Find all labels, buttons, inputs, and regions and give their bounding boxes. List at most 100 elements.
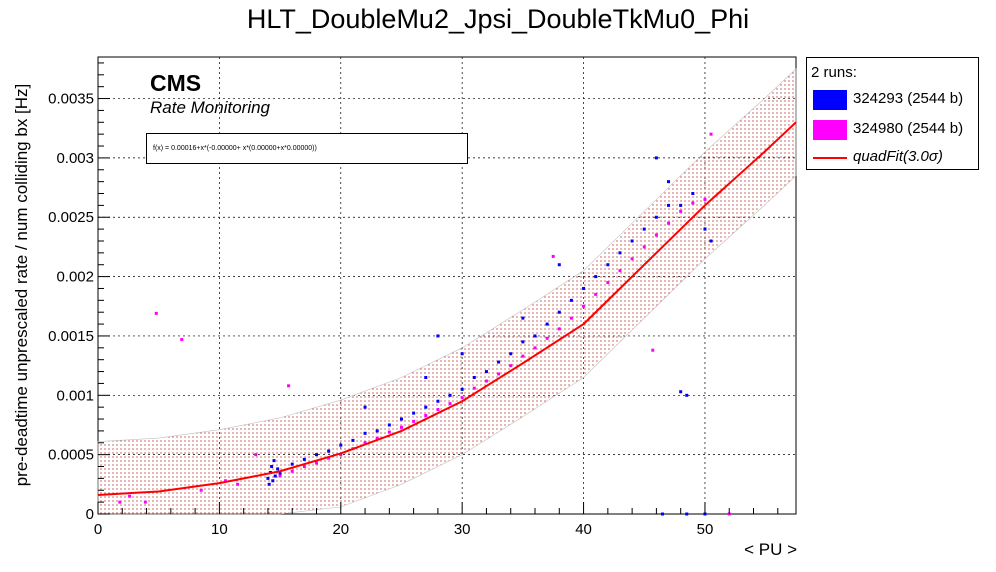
data-point-324980: [509, 364, 513, 368]
legend-label: quadFit(3.0σ): [853, 148, 943, 165]
data-point-324293: [594, 275, 598, 279]
data-point-324980: [557, 327, 561, 331]
data-point-324293: [533, 334, 537, 338]
data-point-324293: [351, 438, 355, 442]
data-point-324293: [545, 322, 549, 326]
data-point-324980: [154, 311, 158, 315]
data-point-324980: [290, 469, 294, 473]
y-axis-label: pre-deadtime unprescaled rate / num coll…: [12, 83, 31, 487]
data-point-324293: [276, 467, 280, 471]
data-point-324980: [642, 245, 646, 249]
data-point-324293: [412, 411, 416, 415]
data-point-324980: [533, 346, 537, 350]
data-point-324293: [375, 429, 379, 433]
data-point-324980: [594, 292, 598, 296]
data-point-324293: [472, 375, 476, 379]
data-point-324980: [618, 269, 622, 273]
data-point-324293: [436, 334, 440, 338]
data-point-324980: [143, 500, 147, 504]
legend-label: 324293 (2544 b): [853, 90, 964, 107]
chart-title: HLT_DoubleMu2_Jpsi_DoubleTkMu0_Phi: [246, 4, 750, 34]
data-point-324293: [654, 156, 658, 160]
data-point-324293: [266, 476, 270, 480]
fit-formula-box: f(x) = 0.00016+x*(-0.00000+ x*(0.00000+x…: [146, 133, 468, 164]
data-point-324980: [630, 257, 634, 261]
data-point-324293: [630, 239, 634, 243]
data-point-324980: [606, 281, 610, 285]
y-tick-label: 0: [86, 506, 94, 523]
data-point-324980: [497, 372, 501, 376]
data-point-324980: [315, 461, 319, 465]
data-point-324293: [484, 370, 488, 374]
data-point-324980: [339, 453, 343, 457]
subtitle-label: Rate Monitoring: [150, 98, 271, 117]
data-point-324293: [642, 227, 646, 231]
data-point-324293: [691, 192, 695, 196]
data-point-324293: [363, 431, 367, 435]
legend-header: 2 runs:: [811, 64, 857, 81]
data-point-324980: [128, 494, 132, 498]
legend-swatch-magenta: [813, 120, 847, 140]
data-point-324293: [667, 203, 671, 207]
data-point-324293: [582, 286, 586, 290]
y-tick-label: 0.0035: [48, 91, 94, 108]
data-point-324293: [270, 465, 274, 469]
data-point-324293: [557, 310, 561, 314]
data-point-324980: [424, 413, 428, 417]
data-point-324980: [302, 465, 306, 469]
data-point-324293: [618, 251, 622, 255]
data-point-324293: [679, 390, 683, 394]
data-point-324293: [424, 405, 428, 409]
fit-curve: [97, 121, 797, 497]
experiment-label: CMS: [150, 70, 202, 96]
data-point-324293: [278, 472, 282, 476]
data-point-324293: [339, 443, 343, 447]
data-point-324980: [651, 348, 655, 352]
data-point-324980: [254, 453, 258, 457]
data-point-324980: [448, 402, 452, 406]
data-point-324980: [654, 233, 658, 237]
data-point-324980: [327, 456, 331, 460]
data-point-324980: [375, 436, 379, 440]
data-point-324980: [199, 488, 203, 492]
data-point-324293: [273, 474, 277, 478]
data-point-324293: [679, 203, 683, 207]
data-point-324293: [606, 263, 610, 267]
data-point-324293: [290, 462, 294, 466]
data-point-324293: [685, 393, 689, 397]
data-point-324293: [399, 417, 403, 421]
data-point-324293: [327, 449, 331, 453]
data-point-324293: [660, 512, 664, 516]
x-tick-label: 30: [454, 521, 471, 538]
data-point-324980: [472, 386, 476, 390]
fit-formula-text: f(x) = 0.00016+x*(-0.00000+ x*(0.00000+x…: [153, 145, 317, 152]
data-point-324980: [223, 479, 227, 483]
y-tick-label: 0.001: [56, 387, 94, 404]
data-point-324293: [424, 375, 428, 379]
data-point-324293: [460, 387, 464, 391]
data-point-324293: [271, 479, 275, 483]
data-point-324293: [315, 453, 319, 457]
data-point-324980: [582, 304, 586, 308]
x-tick-label: 10: [211, 521, 228, 538]
data-point-324293: [302, 457, 306, 461]
x-tick-label: 50: [697, 521, 714, 538]
data-point-324293: [448, 393, 452, 397]
legend-label: 324980 (2544 b): [853, 120, 964, 137]
y-tick-label: 0.003: [56, 150, 94, 167]
data-point-324980: [569, 316, 573, 320]
data-point-324293: [272, 459, 276, 463]
data-point-324980: [180, 338, 184, 342]
data-point-324980: [399, 425, 403, 429]
x-tick-label: 0: [94, 521, 102, 538]
data-point-324293: [557, 263, 561, 267]
x-tick-label: 40: [575, 521, 592, 538]
data-point-324293: [436, 399, 440, 403]
data-point-324980: [545, 336, 549, 340]
legend-line-red: [813, 157, 847, 159]
data-point-324980: [118, 500, 122, 504]
data-point-324980: [521, 354, 525, 358]
data-point-324293: [497, 360, 501, 364]
data-point-324980: [551, 254, 555, 258]
data-point-324980: [679, 209, 683, 213]
